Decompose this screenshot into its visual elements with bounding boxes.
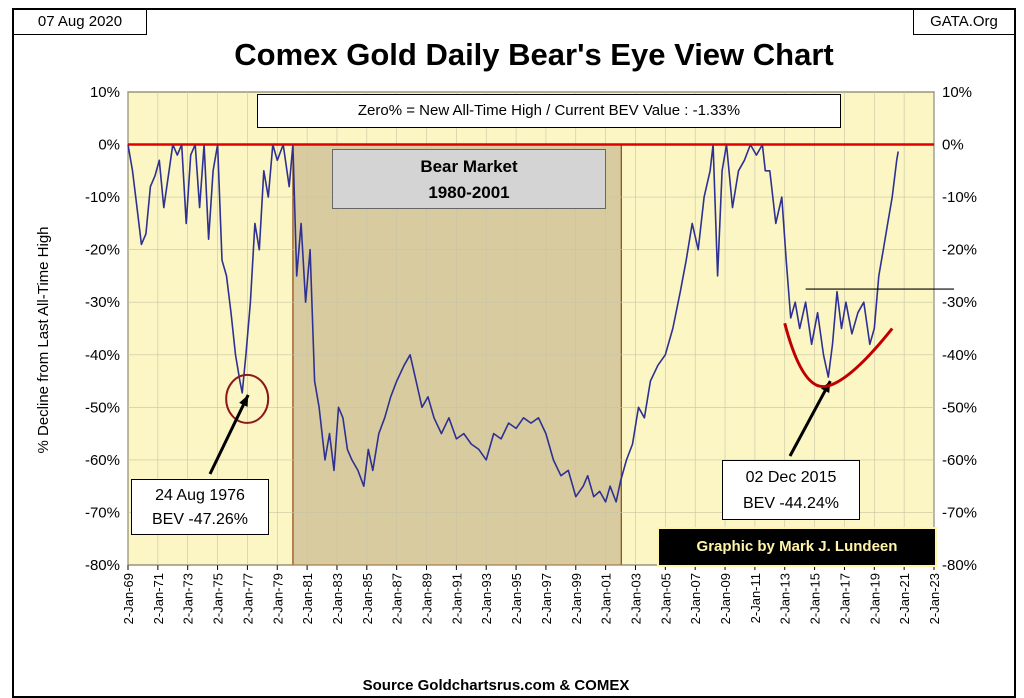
y-tick-label-right: -80% bbox=[942, 557, 977, 574]
annotation-1976-date: 24 Aug 1976 bbox=[155, 487, 245, 504]
x-tick-label: 2-Jan-21 bbox=[897, 573, 912, 624]
annotation-2015-date: 02 Dec 2015 bbox=[745, 469, 837, 486]
x-tick-label: 2-Jan-13 bbox=[778, 573, 793, 624]
bear-market-label: Bear Market 1980-2001 bbox=[332, 149, 606, 209]
y-tick-label-right: -50% bbox=[942, 399, 977, 416]
x-tick-label: 2-Jan-17 bbox=[837, 573, 852, 624]
x-tick-label: 2-Jan-89 bbox=[420, 573, 435, 624]
x-tick-label: 2-Jan-87 bbox=[390, 573, 405, 624]
chart-title: Comex Gold Daily Bear's Eye View Chart bbox=[234, 37, 833, 72]
x-tick-label: 2-Jan-97 bbox=[539, 573, 554, 624]
x-tick-label: 2-Jan-79 bbox=[270, 573, 285, 624]
y-tick-label-left: -30% bbox=[85, 294, 120, 311]
x-tick-label: 2-Jan-19 bbox=[867, 573, 882, 624]
y-tick-label-right: -40% bbox=[942, 347, 977, 364]
y-tick-label-left: -10% bbox=[85, 189, 120, 206]
footer-source: Source Goldchartsrus.com & COMEX bbox=[363, 677, 630, 694]
y-tick-label-right: -20% bbox=[942, 242, 977, 259]
y-tick-label-left: -80% bbox=[85, 557, 120, 574]
chart-frame: 2-Jan-69 2-Jan-71 2-Jan-73 2-Jan-75 2-Jan-77… bbox=[12, 8, 1016, 698]
annotation-2015: 02 Dec 2015 BEV -44.24% bbox=[722, 460, 860, 520]
x-tick-label: 2-Jan-75 bbox=[211, 573, 226, 624]
x-tick-label: 2-Jan-93 bbox=[479, 573, 494, 624]
y-tick-label-right: 0% bbox=[942, 137, 964, 154]
x-tick-label: 2-Jan-73 bbox=[181, 573, 196, 624]
x-tick-label: 2-Jan-09 bbox=[718, 573, 733, 624]
arrow-1976-shaft bbox=[208, 394, 250, 475]
credit-label: Graphic by Mark J. Lundeen bbox=[657, 527, 937, 567]
annotation-1976: 24 Aug 1976 BEV -47.26% bbox=[131, 479, 269, 535]
x-tick-label: 2-Jan-85 bbox=[360, 573, 375, 624]
info-box: Zero% = New All-Time High / Current BEV … bbox=[257, 94, 841, 128]
x-tick-label: 2-Jan-03 bbox=[628, 573, 643, 624]
date-badge: 07 Aug 2020 bbox=[14, 10, 147, 35]
annotation-2015-value: BEV -44.24% bbox=[742, 495, 840, 512]
x-tick-label: 2-Jan-69 bbox=[121, 573, 136, 624]
x-tick-label: 2-Jan-99 bbox=[569, 573, 584, 624]
annotation-1976-value: BEV -47.26% bbox=[151, 511, 249, 528]
x-tick-label: 2-Jan-01 bbox=[599, 573, 614, 624]
y-tick-label-left: -50% bbox=[85, 399, 120, 416]
y-axis-label: % Decline from Last All-Time High bbox=[35, 226, 52, 453]
x-tick-label: 2-Jan-77 bbox=[240, 573, 255, 624]
y-tick-label-left: -40% bbox=[85, 347, 120, 364]
gold-bev-line bbox=[127, 143, 899, 503]
y-tick-label-left: 0% bbox=[98, 137, 120, 154]
x-tick-label: 2-Jan-11 bbox=[748, 573, 763, 623]
cup-curve bbox=[783, 322, 894, 389]
low-1976-circle bbox=[225, 373, 270, 424]
y-tick-label-left: -20% bbox=[85, 242, 120, 259]
y-tick-label-right: 10% bbox=[942, 84, 972, 101]
x-tick-label: 2-Jan-81 bbox=[300, 573, 315, 624]
y-tick-label-right: -10% bbox=[942, 189, 977, 206]
y-tick-label-left: 10% bbox=[90, 84, 120, 101]
x-tick-label: 2-Jan-05 bbox=[658, 573, 673, 624]
bear-market-title: Bear Market bbox=[420, 157, 518, 176]
y-tick-label-right: -30% bbox=[942, 294, 977, 311]
x-tick-label: 2-Jan-91 bbox=[449, 573, 464, 624]
arrow-2015-shaft bbox=[788, 380, 832, 457]
y-tick-label-right: -60% bbox=[942, 452, 977, 469]
x-tick-label: 2-Jan-07 bbox=[688, 573, 703, 624]
y-tick-label-left: -70% bbox=[85, 504, 120, 521]
bear-market-years: 1980-2001 bbox=[428, 183, 510, 202]
x-tick-label: 2-Jan-95 bbox=[509, 573, 524, 624]
y-tick-label-left: -60% bbox=[85, 452, 120, 469]
x-tick-label: 2-Jan-15 bbox=[808, 573, 823, 624]
arrow-1976-head bbox=[239, 394, 249, 407]
y-tick-label-right: -70% bbox=[942, 504, 977, 521]
x-tick-label: 2-Jan-23 bbox=[927, 573, 942, 624]
source-badge: GATA.Org bbox=[913, 10, 1014, 35]
x-tick-label: 2-Jan-71 bbox=[151, 573, 166, 624]
x-tick-label: 2-Jan-83 bbox=[330, 573, 345, 624]
